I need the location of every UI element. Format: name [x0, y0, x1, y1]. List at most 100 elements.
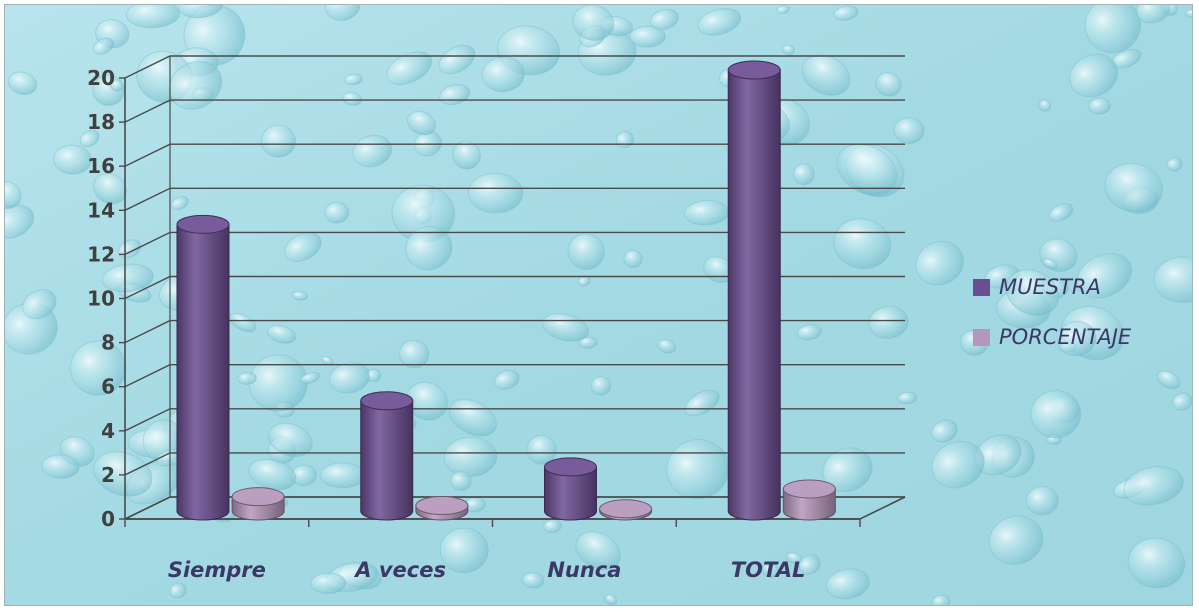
water-drop	[649, 8, 679, 31]
water-drop	[793, 163, 815, 186]
water-drop	[798, 554, 821, 575]
water-drop	[452, 141, 481, 170]
cylinder-top	[231, 487, 285, 507]
water-drop	[931, 594, 951, 605]
water-drop	[801, 54, 851, 96]
y-tick-label: 20	[87, 66, 115, 90]
water-drop	[494, 369, 520, 390]
x-tick-label: TOTAL	[731, 558, 806, 582]
water-drop	[915, 240, 965, 286]
legend-swatch	[973, 329, 990, 346]
bar-porcentaje-total	[782, 479, 836, 521]
chart-frame: 0 2 4 6 8 10 12 14 16 18 20 Siempre A veces Nunca TOT…	[4, 4, 1193, 606]
water-drop	[1025, 485, 1059, 516]
water-drop	[1056, 320, 1097, 357]
water-drop	[697, 8, 742, 36]
water-drop	[604, 594, 618, 605]
water-drop	[1123, 466, 1184, 506]
water-drop	[875, 72, 902, 97]
chart-svg: 0 2 4 6 8 10 12 14 16 18 20 Siempre A veces Nunca TOT…	[5, 5, 1192, 605]
water-drop	[572, 5, 615, 41]
water-drop	[450, 471, 472, 491]
cylinder-top	[727, 60, 781, 80]
bar-muestra-nunca	[543, 457, 597, 521]
water-drop	[41, 454, 80, 479]
water-drop	[125, 5, 180, 29]
water-drop	[324, 5, 361, 21]
water-drop	[868, 305, 909, 339]
water-drop	[1030, 389, 1082, 439]
water-drop	[521, 572, 545, 589]
y-axis-ticks: 0 2 4 6 8 10 12 14 16 18 20	[87, 66, 125, 531]
water-drop	[893, 117, 925, 145]
water-drop	[833, 5, 859, 21]
legend-label: MUESTRA	[999, 275, 1101, 299]
y-tick-label: 10	[87, 287, 115, 311]
water-drop	[1136, 5, 1171, 24]
water-drop	[1076, 253, 1133, 299]
legend: MUESTRA PORCENTAJE	[973, 275, 1132, 349]
water-drop	[398, 339, 430, 369]
bars	[176, 60, 836, 521]
bar-porcentaje-siempre	[231, 487, 285, 521]
x-tick-label: A veces	[353, 558, 446, 582]
water-drop	[1049, 203, 1074, 222]
water-drop	[268, 422, 313, 458]
y-tick-label: 16	[87, 154, 115, 178]
water-drop	[836, 143, 898, 196]
water-drop	[1038, 99, 1052, 112]
water-drop	[1088, 97, 1111, 115]
water-drop	[405, 381, 448, 421]
water-drop	[761, 562, 779, 578]
water-drop	[1127, 537, 1186, 589]
water-drop	[1156, 370, 1181, 390]
water-drop	[567, 233, 605, 271]
y-tick-label: 2	[101, 463, 115, 487]
water-drop	[93, 451, 153, 497]
x-axis-labels: Siempre A veces Nunca TOTAL	[168, 558, 806, 582]
cylinder-body	[176, 223, 230, 521]
water-drop	[406, 110, 436, 136]
bar-porcentaje-nunca	[599, 499, 653, 521]
water-drop	[590, 375, 612, 396]
water-drop	[578, 336, 598, 349]
cylinder-top	[360, 391, 414, 411]
water-drop	[1185, 8, 1192, 19]
water-drop	[443, 436, 498, 478]
water-drop	[260, 124, 296, 158]
y-tick-label: 0	[101, 507, 115, 531]
y-tick-label: 4	[101, 419, 115, 443]
cylinder-top	[599, 499, 653, 519]
water-drop	[1005, 269, 1060, 316]
water-drop	[229, 312, 257, 333]
water-drop	[1069, 53, 1119, 98]
water-drop	[825, 568, 871, 600]
cylinder-body	[360, 400, 414, 521]
water-drop	[1172, 392, 1192, 411]
y-tick-label: 18	[87, 110, 115, 134]
x-tick-label: Nunca	[547, 558, 621, 582]
water-drop	[833, 218, 892, 270]
y-tick-label: 14	[87, 198, 115, 222]
water-drop	[22, 289, 57, 320]
water-drop	[237, 371, 257, 385]
water-drop	[168, 60, 223, 110]
water-drop	[988, 515, 1044, 565]
water-drop	[169, 582, 187, 599]
cylinder-body	[543, 466, 597, 521]
water-drop	[657, 339, 677, 354]
water-drop	[438, 44, 476, 75]
water-drop	[310, 572, 347, 595]
y-tick-label: 12	[87, 242, 115, 266]
water-drop	[931, 419, 958, 443]
water-drop	[1104, 162, 1164, 213]
water-drop	[1042, 258, 1058, 270]
cylinder-top	[543, 457, 597, 477]
water-drop	[1166, 157, 1183, 172]
water-drop	[266, 324, 297, 344]
water-drop	[319, 462, 367, 489]
bar-muestra-total	[727, 60, 781, 521]
y-tick-label: 8	[101, 331, 115, 355]
water-drop	[284, 232, 322, 262]
water-drop	[5, 181, 22, 209]
